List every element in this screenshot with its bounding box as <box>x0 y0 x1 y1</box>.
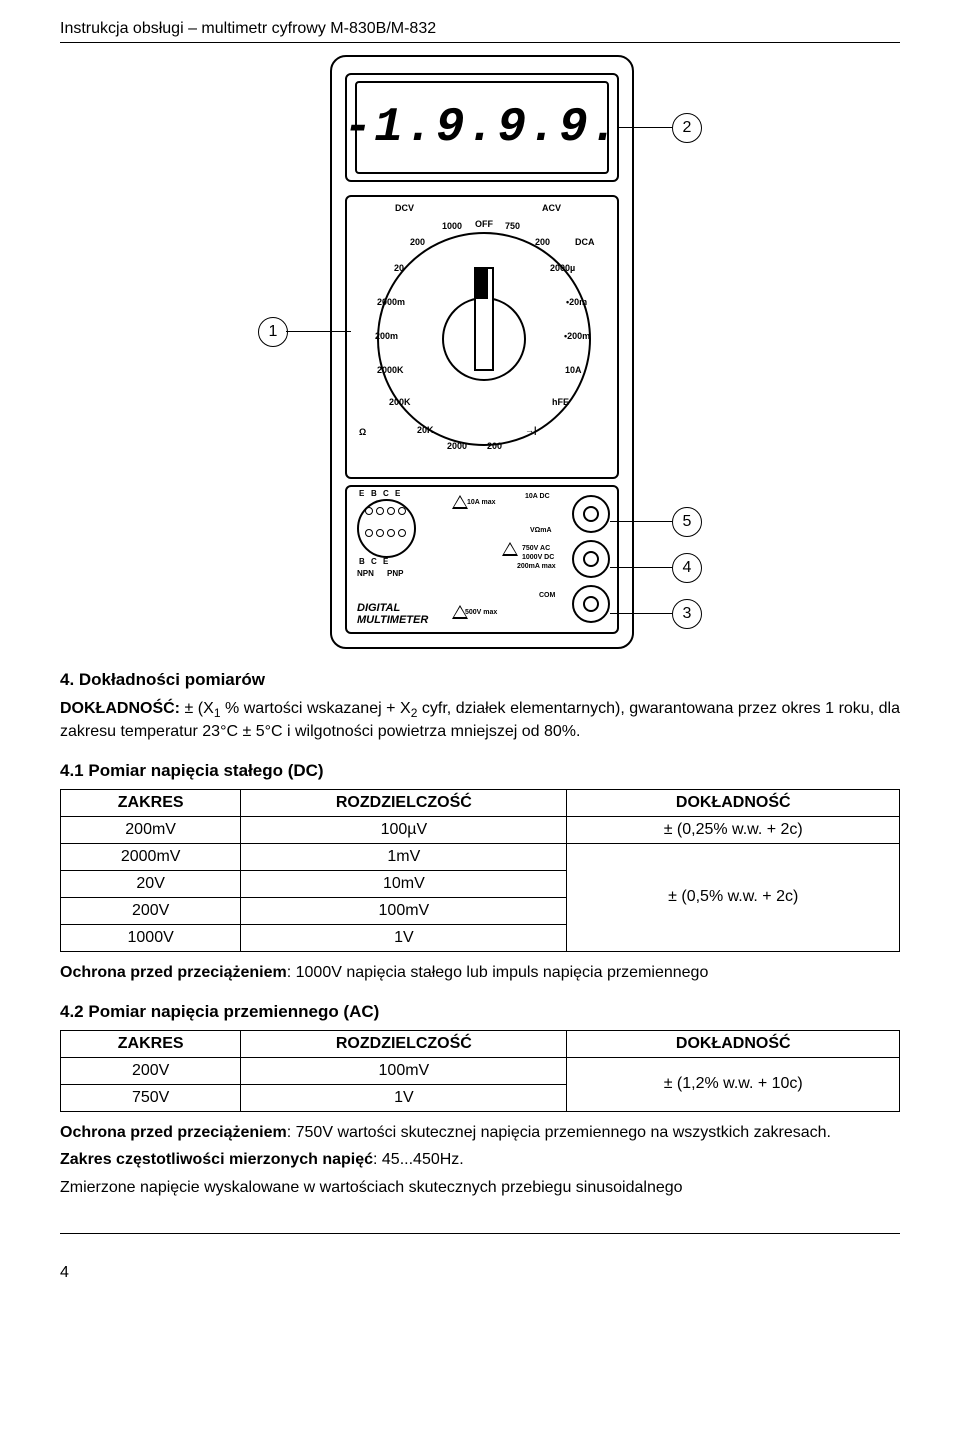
dc-voltage-table: ZAKRES ROZDZIELCZOŚĆ DOKŁADNOŚĆ 200mV 10… <box>60 789 900 952</box>
lcd-display: -1.9.9.9. <box>355 81 609 174</box>
section-4-title: 4. Dokładności pomiarów <box>60 670 900 690</box>
callout-4: 4 <box>672 553 702 583</box>
multimeter-diagram: -1.9.9.9. DCV ACV DCA Ω 1000 OFF 750 200… <box>60 55 900 645</box>
section-42-title: 4.2 Pomiar napięcia przemiennego (AC) <box>60 1002 900 1022</box>
jack-vma <box>572 540 610 578</box>
label-ohm: Ω <box>359 427 366 437</box>
header-divider <box>60 42 900 43</box>
rms-note: Zmierzone napięcie wyskalowane w wartośc… <box>60 1177 900 1199</box>
label-acv: ACV <box>542 203 561 213</box>
th-acc: DOKŁADNOŚĆ <box>567 789 900 816</box>
dc-protection: Ochrona przed przeciążeniem: 1000V napię… <box>60 962 900 984</box>
accuracy-paragraph: DOKŁADNOŚĆ: ± (X1 % wartości wskazanej +… <box>60 698 900 743</box>
section-41-title: 4.1 Pomiar napięcia stałego (DC) <box>60 761 900 781</box>
footer-divider <box>60 1233 900 1234</box>
jack-10a <box>572 495 610 533</box>
th-range: ZAKRES <box>61 789 241 816</box>
freq-range: Zakres częstotliwości mierzonych napięć:… <box>60 1149 900 1171</box>
page-header: Instrukcja obsługi – multimetr cyfrowy M… <box>60 20 900 38</box>
ac-protection: Ochrona przed przeciążeniem: 750V wartoś… <box>60 1122 900 1144</box>
jack-com <box>572 585 610 623</box>
callout-5: 5 <box>672 507 702 537</box>
th-res: ROZDZIELCZOŚĆ <box>241 789 567 816</box>
callout-1: 1 <box>258 317 288 347</box>
callout-3: 3 <box>672 599 702 629</box>
ac-voltage-table: ZAKRES ROZDZIELCZOŚĆ DOKŁADNOŚĆ 200V 100… <box>60 1030 900 1112</box>
label-dcv: DCV <box>395 203 414 213</box>
page-number: 4 <box>60 1264 900 1282</box>
callout-2: 2 <box>672 113 702 143</box>
label-dca: DCA <box>575 237 595 247</box>
